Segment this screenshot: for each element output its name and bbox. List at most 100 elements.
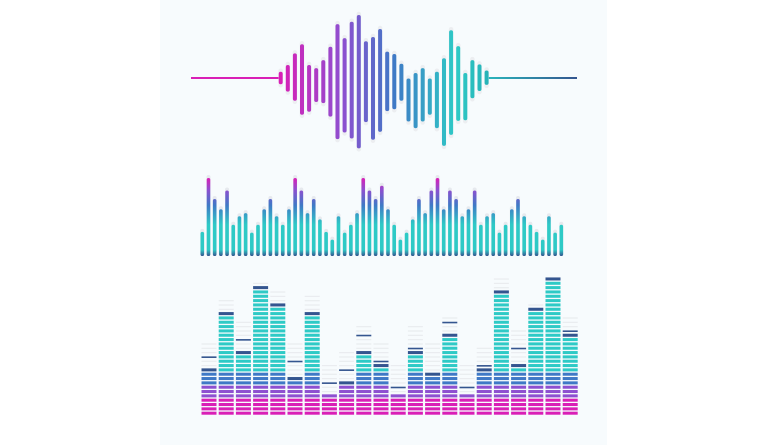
equalizer-segment [270,355,286,359]
equalizer-segment [476,381,492,385]
equalizer-segment [562,377,578,381]
equalizer-segment [545,329,561,333]
equalizer-segment [528,403,544,407]
equalizer-segment [562,364,578,368]
spectrum-bar [417,199,421,256]
equalizer-segment [304,368,320,372]
equalizer-segment [562,381,578,385]
equalizer-segment [253,368,269,372]
equalizer-segment [270,407,286,411]
spectrum-bar [404,232,409,256]
equalizer-segment [270,325,286,329]
equalizer-segment [218,312,234,316]
equalizer-empty-segment [476,360,492,362]
equalizer-segment [218,316,234,320]
equalizer-segment [201,385,217,389]
equalizer-segment [493,364,509,368]
equalizer-empty-segment [321,386,337,388]
equalizer-empty-segment [562,317,578,319]
equalizer-segment [476,394,492,398]
equalizer-segment [493,312,509,316]
equalizer-segment [201,407,217,411]
equalizer-segment [493,351,509,355]
equalizer-segment [373,381,389,385]
equalizer-segment [304,346,320,350]
equalizer-segment [493,338,509,342]
equalizer-segment [253,290,269,294]
equalizer-segment [511,372,527,376]
equalizer-segment [493,368,509,372]
equalizer-segment [511,377,527,381]
equalizer-segment [339,407,355,411]
equalizer-segment [442,390,458,394]
equalizer-empty-segment [287,369,303,371]
spectrum-bar [256,224,260,256]
equalizer-empty-segment [287,352,303,354]
equalizer-segment [442,364,458,368]
equalizer-empty-segment [373,347,389,349]
equalizer-segment [545,299,561,303]
equalizer-empty-segment [511,343,527,345]
equalizer-empty-segment [201,365,217,367]
equalizer-segment [545,281,561,285]
equalizer-segment [493,342,509,346]
equalizer-segment [270,368,286,372]
equalizer-segment [425,407,441,411]
equalizer-empty-segment [287,343,303,345]
equalizer-segment [253,316,269,320]
equalizer-segment [253,407,269,411]
equalizer-empty-segment [407,339,423,341]
equalizer-segment [511,364,527,368]
equalizer-segment [476,377,492,381]
equalizer-empty-segment [390,365,406,367]
waveform [191,11,577,152]
equalizer-segment [235,407,251,411]
equalizer-segment [253,325,269,329]
equalizer-empty-segment [235,334,251,336]
spectrum-bar [472,190,477,256]
equalizer-segment [373,368,389,372]
spectrum-bar [429,190,434,256]
spectrum-bar [336,216,341,256]
equalizer-segment [270,312,286,316]
equalizer-segment [459,398,475,402]
equalizer-segment [270,346,286,350]
spectrum-bar [274,216,279,256]
equalizer-segment [304,411,320,415]
equalizer-segment [545,316,561,320]
spectrum-bar [466,209,471,256]
equalizer-segment [493,307,509,311]
equalizer-segment [356,411,372,415]
spectrum-bar [280,224,285,256]
equalizer-segment [201,377,217,381]
equalizer-empty-segment [511,360,527,362]
equalizer-peak-marker [356,334,372,337]
equalizer-segment [545,290,561,294]
equalizer-segment [287,394,303,398]
equalizer-segment [528,355,544,359]
spectrum-bar [547,216,551,256]
spectrum-bar [454,199,458,256]
equalizer-segment [407,403,423,407]
equalizer-empty-segment [218,308,234,310]
equalizer-segment [528,394,544,398]
equalizer-empty-segment [459,378,475,380]
equalizer-empty-segment [511,356,527,358]
equalizer-segment [545,338,561,342]
equalizer-segment [235,394,251,398]
equalizer-segment [493,381,509,385]
equalizer-segment [407,381,423,385]
equalizer-segment [253,338,269,342]
equalizer-segment [425,398,441,402]
equalizer-segment [253,359,269,363]
equalizer-empty-segment [201,347,217,349]
equalizer-segment [287,377,303,381]
equalizer-segment [407,398,423,402]
spectrum-bar [460,216,465,256]
equalizer-segment [356,372,372,376]
equalizer-segment [304,351,320,355]
equalizer-segment [287,381,303,385]
equalizer-segment [493,390,509,394]
equalizer-empty-segment [304,300,320,302]
equalizer-segment [528,312,544,316]
